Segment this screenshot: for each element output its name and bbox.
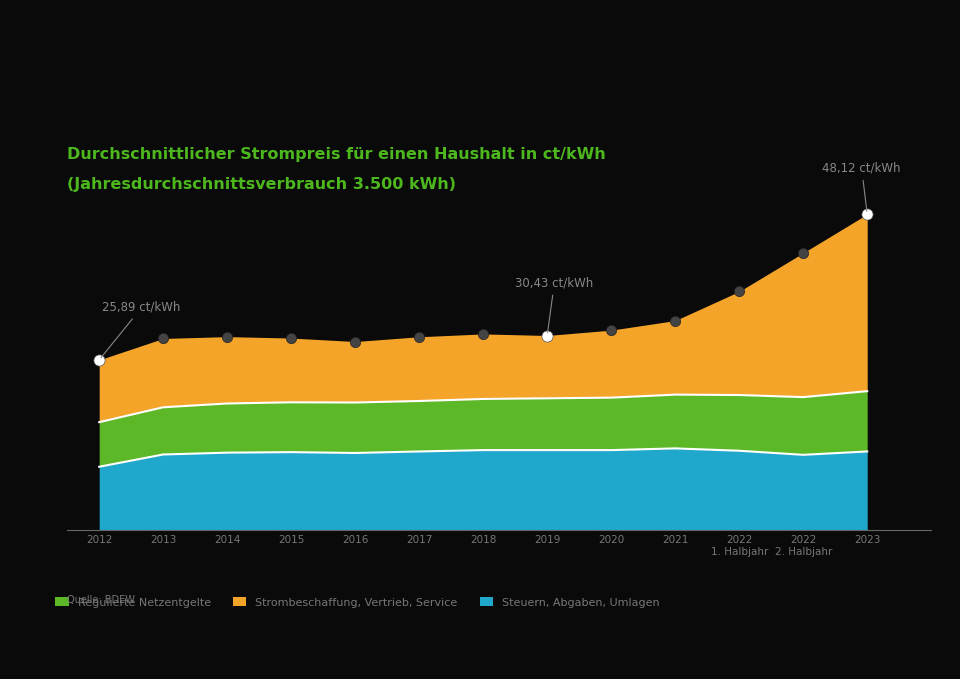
Point bbox=[667, 315, 683, 326]
Text: Durchschnittlicher Strompreis für einen Haushalt in ct/kWh: Durchschnittlicher Strompreis für einen … bbox=[67, 147, 606, 162]
Point bbox=[540, 330, 555, 341]
Point bbox=[412, 331, 427, 342]
Text: 25,89 ct/kWh: 25,89 ct/kWh bbox=[101, 301, 180, 358]
Point bbox=[220, 331, 235, 342]
Point bbox=[859, 208, 875, 219]
Point bbox=[348, 336, 363, 347]
Text: Quelle: BDEW: Quelle: BDEW bbox=[67, 595, 135, 605]
Text: 48,12 ct/kWh: 48,12 ct/kWh bbox=[823, 162, 900, 211]
Point bbox=[283, 333, 299, 344]
Point bbox=[156, 333, 171, 344]
Point bbox=[91, 354, 107, 365]
Point bbox=[796, 247, 811, 258]
Legend: Regulierte Netzentgelte, Strombeschaffung, Vertrieb, Service, Steuern, Abgaben, : Regulierte Netzentgelte, Strombeschaffun… bbox=[56, 598, 660, 608]
Point bbox=[475, 329, 491, 340]
Point bbox=[732, 286, 747, 297]
Point bbox=[604, 325, 619, 335]
Text: (Jahresdurchschnittsverbrauch 3.500 kWh): (Jahresdurchschnittsverbrauch 3.500 kWh) bbox=[67, 177, 456, 192]
Text: 30,43 ct/kWh: 30,43 ct/kWh bbox=[516, 276, 593, 333]
